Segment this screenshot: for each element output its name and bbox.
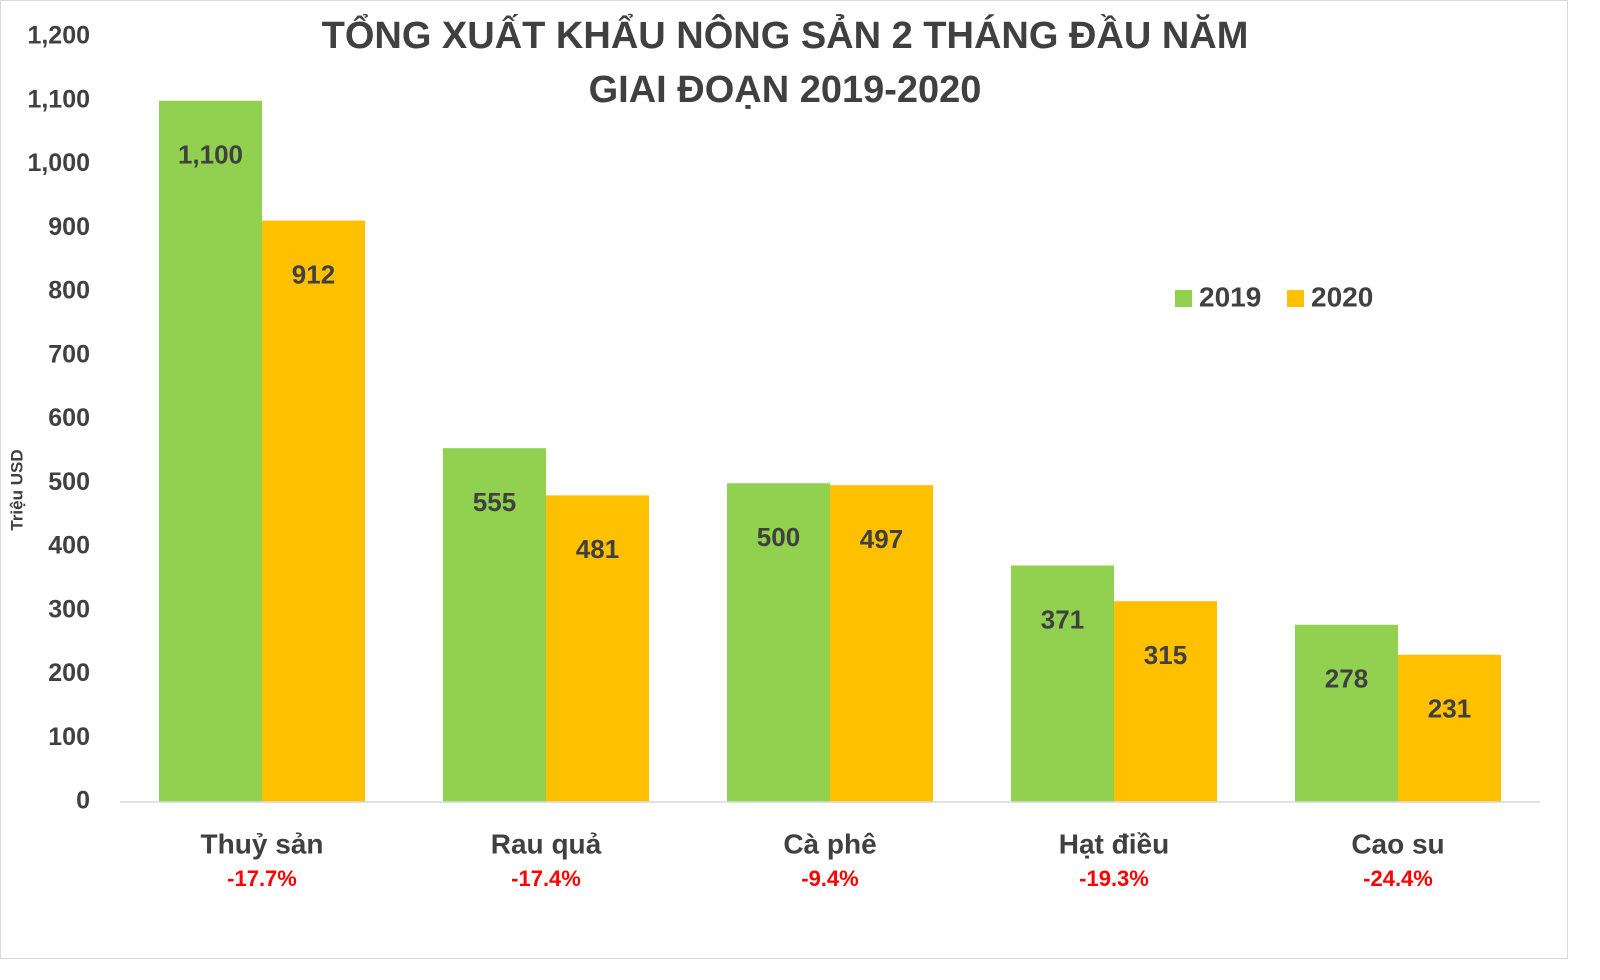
data-label: 912	[292, 259, 335, 289]
data-label: 371	[1041, 604, 1084, 634]
data-label: 500	[757, 522, 800, 552]
annotation: -17.7%	[227, 866, 297, 891]
chart-title: GIAI ĐOẠN 2019-2020	[589, 69, 982, 111]
legend-label: 2020	[1311, 281, 1373, 312]
y-axis-label: Triệu USD	[7, 449, 26, 530]
bar	[1011, 565, 1114, 802]
y-tick-label: 1,100	[27, 85, 90, 113]
bar	[159, 100, 262, 802]
y-tick-label: 100	[48, 723, 90, 751]
bar	[1114, 601, 1217, 802]
bar	[443, 448, 546, 802]
legend-label: 2019	[1199, 281, 1261, 312]
data-label: 231	[1428, 694, 1471, 724]
y-tick-label: 600	[48, 404, 90, 432]
legend-swatch	[1175, 290, 1192, 307]
annotation: -17.4%	[511, 866, 581, 891]
y-tick-label: 700	[48, 340, 90, 368]
y-tick-label: 200	[48, 659, 90, 687]
y-tick-label: 1,200	[27, 22, 90, 50]
bar	[262, 220, 365, 803]
data-label: 315	[1144, 640, 1187, 670]
data-label: 497	[860, 524, 903, 554]
y-tick-label: 1,000	[27, 149, 90, 177]
x-tick-label: Thuỷ sản	[201, 828, 324, 859]
bar	[727, 483, 830, 802]
data-label: 481	[576, 534, 619, 564]
bar	[830, 485, 933, 802]
y-tick-label: 400	[48, 532, 90, 560]
annotation: -9.4%	[801, 866, 858, 891]
x-tick-label: Cao su	[1351, 828, 1444, 859]
legend-swatch	[1287, 290, 1304, 307]
annotation: -19.3%	[1079, 866, 1149, 891]
x-tick-label: Hạt điều	[1059, 828, 1169, 859]
y-tick-label: 0	[76, 787, 90, 815]
x-tick-label: Cà phê	[783, 828, 876, 859]
data-label: 555	[473, 487, 516, 517]
data-label: 1,100	[178, 140, 243, 170]
y-tick-label: 300	[48, 595, 90, 623]
y-tick-label: 500	[48, 468, 90, 496]
bar	[1398, 654, 1501, 802]
y-tick-label: 900	[48, 213, 90, 241]
bar	[1295, 624, 1398, 802]
annotation: -24.4%	[1363, 866, 1433, 891]
data-label: 278	[1325, 664, 1368, 694]
bar	[546, 495, 649, 802]
x-tick-label: Rau quả	[491, 828, 602, 859]
chart-title: TỔNG XUẤT KHẨU NÔNG SẢN 2 THÁNG ĐẦU NĂM	[322, 12, 1249, 57]
y-tick-label: 800	[48, 277, 90, 305]
